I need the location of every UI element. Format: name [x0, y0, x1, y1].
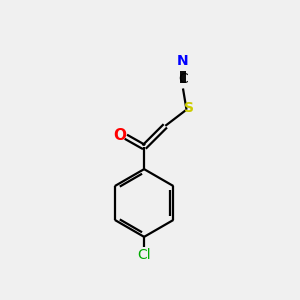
- Text: C: C: [178, 72, 188, 86]
- Text: O: O: [113, 128, 126, 143]
- Text: N: N: [177, 54, 189, 68]
- Text: S: S: [184, 100, 194, 115]
- Text: Cl: Cl: [137, 248, 151, 262]
